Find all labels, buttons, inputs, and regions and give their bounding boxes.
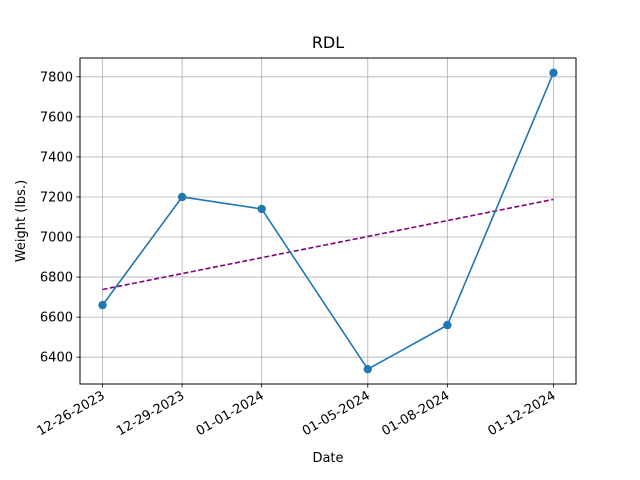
y-tick-label: 6800 <box>40 271 73 286</box>
y-tick-label: 6600 <box>40 311 73 326</box>
y-tick-label: 6400 <box>40 351 73 366</box>
series-line <box>101 72 555 370</box>
x-axis-label: Date <box>312 451 343 466</box>
y-tick-label: 7600 <box>40 110 73 125</box>
y-axis-ticks: 6400 6600 6800 7000 7200 7400 7600 7800 <box>40 70 80 366</box>
data-point[interactable] <box>363 364 372 374</box>
series-layer <box>98 68 558 374</box>
trend-layer <box>102 198 554 291</box>
data-point[interactable] <box>98 300 107 310</box>
y-tick-label: 7800 <box>40 70 73 85</box>
y-tick-label: 7000 <box>40 231 73 246</box>
y-tick-label: 7200 <box>40 190 73 205</box>
data-point[interactable] <box>549 68 558 78</box>
trend-line <box>102 198 554 291</box>
data-point[interactable] <box>257 204 266 214</box>
chart-title: RDL <box>312 33 344 52</box>
y-axis-label: Weight (lbs.) <box>14 180 29 262</box>
data-point[interactable] <box>177 192 187 202</box>
plot-frame <box>79 57 577 385</box>
y-tick-label: 7400 <box>40 150 73 165</box>
data-point[interactable] <box>443 320 452 330</box>
